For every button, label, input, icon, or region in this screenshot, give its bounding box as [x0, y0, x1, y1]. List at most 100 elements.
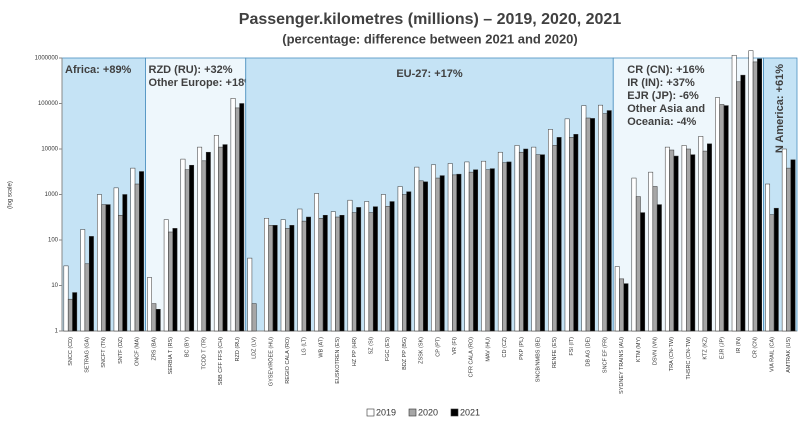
x-tick-label: GYSEV/RÖEE (HU): [267, 337, 274, 386]
bar: [748, 50, 754, 332]
bar: [564, 118, 570, 332]
bar: [485, 169, 491, 332]
bar: [556, 137, 562, 332]
bar: [790, 159, 796, 332]
x-tick-label: SNTF (DZ): [118, 337, 124, 364]
x-tick-label: SERBIA T (RS): [168, 337, 174, 375]
bar: [189, 164, 195, 332]
bar: [389, 201, 395, 332]
bar: [590, 118, 595, 332]
bar: [88, 236, 94, 332]
bar: [731, 54, 737, 332]
x-tick-label: THSRC (CN-TW): [686, 337, 692, 380]
bar: [113, 187, 119, 332]
region-annotation: Oceania: -4%: [627, 116, 696, 128]
bar: [681, 145, 687, 332]
bar: [168, 231, 174, 332]
x-tick-label: BDZ PP (BG): [402, 337, 408, 370]
bar: [648, 171, 654, 332]
bar: [347, 199, 353, 332]
bar: [719, 104, 725, 332]
bar: [63, 265, 69, 332]
bar: [518, 151, 524, 332]
y-tick-label: 1: [55, 329, 59, 335]
x-tick-label: SNCF EF (FR): [602, 337, 608, 373]
region-annotation: CR (CN): +16%: [627, 64, 705, 76]
bar: [380, 194, 386, 332]
x-tick-label: SETRAG (GA): [85, 337, 91, 373]
region-annotation: EU-27: +17%: [396, 68, 463, 80]
bar: [581, 105, 587, 332]
x-tick-label: BC (BY): [185, 337, 191, 357]
bar: [118, 214, 123, 332]
bar: [573, 134, 579, 332]
x-tick-label: DB AG (DE): [586, 337, 592, 367]
bar: [330, 211, 336, 332]
bar: [540, 154, 545, 332]
x-tick-label: DSVN (VN): [652, 337, 658, 365]
bar: [736, 81, 741, 332]
bar: [197, 146, 203, 332]
bar: [306, 216, 311, 332]
bar: [239, 103, 245, 332]
bar: [723, 105, 729, 332]
bar: [619, 278, 625, 332]
legend-label: 2020: [418, 407, 438, 417]
bar: [96, 194, 102, 332]
bar: [213, 135, 219, 332]
bar: [372, 206, 378, 332]
y-axis-label: (log scale): [8, 181, 14, 209]
bar: [497, 151, 503, 332]
bar: [130, 167, 136, 332]
bar: [535, 154, 541, 332]
x-tick-label: IR (IN): [736, 337, 742, 353]
y-tick-label: 100000: [38, 101, 59, 107]
legend-swatch: [408, 408, 417, 417]
bar: [656, 204, 662, 332]
x-tick-label: REGIO CALA (RO): [285, 337, 291, 384]
bar: [397, 186, 403, 332]
bar: [339, 214, 345, 332]
bar: [431, 164, 436, 332]
bar: [602, 113, 608, 332]
bar: [351, 212, 357, 332]
bar: [548, 129, 553, 332]
bar: [285, 228, 290, 332]
bar: [101, 204, 107, 332]
bar: [301, 220, 307, 332]
bar: [184, 169, 190, 332]
x-tick-label: RZD (RU): [235, 337, 241, 362]
bar: [435, 177, 441, 332]
chart-subtitle: (percentage: difference between 2021 and…: [282, 31, 578, 46]
y-tick-label: 100: [48, 238, 59, 244]
bar: [773, 207, 779, 332]
x-tick-label: WB (AT): [318, 337, 324, 358]
x-tick-label: SZ (SI): [368, 337, 374, 355]
bar: [631, 177, 637, 332]
bar: [598, 104, 603, 332]
bar: [652, 186, 658, 332]
x-tick-label: FSI (IT): [569, 337, 575, 356]
legend-swatch: [450, 408, 459, 417]
bar: [289, 225, 295, 332]
bar: [531, 146, 537, 332]
bar: [765, 183, 771, 332]
bar: [147, 277, 152, 332]
x-tick-label: VIA RAIL (CA): [769, 337, 775, 372]
x-tick-label: FGC (ES): [385, 337, 391, 361]
bar: [702, 150, 708, 332]
x-tick-label: SYDNEY TRAINS (AU): [619, 337, 625, 394]
bar: [740, 74, 746, 332]
bar: [481, 160, 487, 332]
x-tick-label: HZ PP (HR): [352, 337, 358, 366]
bar: [423, 181, 428, 332]
bar: [452, 174, 457, 332]
legend-label: 2021: [460, 407, 480, 417]
bar: [439, 175, 445, 332]
bar: [664, 146, 670, 332]
bar: [172, 228, 178, 332]
region-annotation: IR (IN): +37%: [627, 77, 695, 89]
x-tick-label: CD (CZ): [502, 337, 508, 358]
bar: [614, 266, 620, 332]
